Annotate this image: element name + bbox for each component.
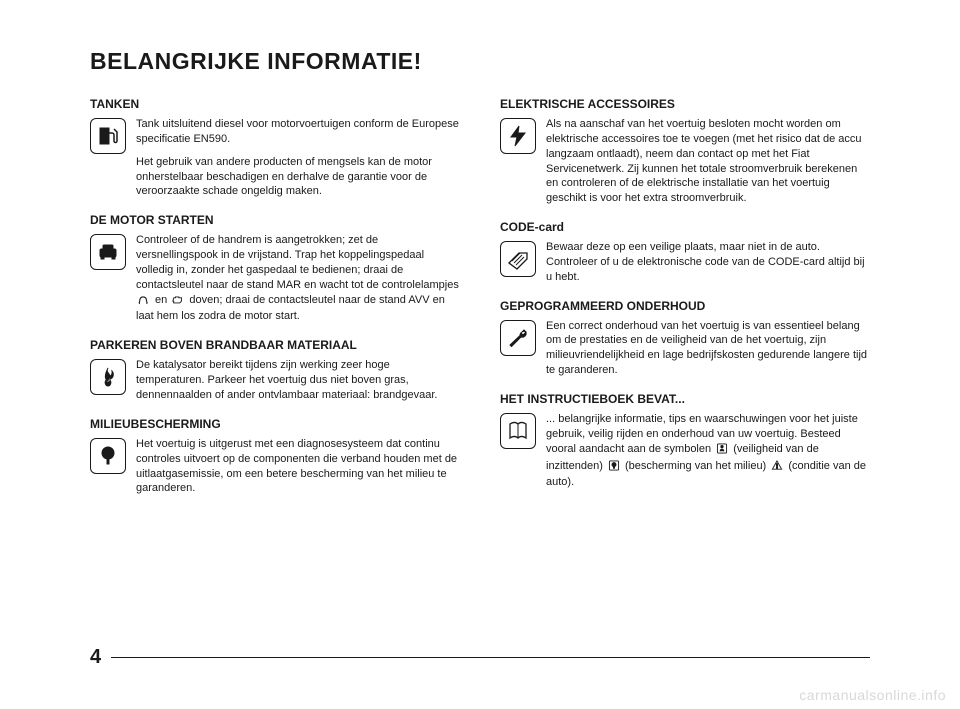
heading-parkeren: PARKEREN BOVEN BRANDBAAR MATERIAAL bbox=[90, 338, 460, 352]
para: Tank uitsluitend diesel voor motorvoertu… bbox=[136, 117, 460, 147]
code-card-icon bbox=[500, 241, 536, 277]
text-code-card: Bewaar deze op een veilige plaats, maar … bbox=[546, 240, 870, 285]
section-parkeren: PARKEREN BOVEN BRANDBAAR MATERIAAL De ka… bbox=[90, 338, 460, 403]
section-milieu: MILIEUBESCHERMING Het voertuig is uitger… bbox=[90, 417, 460, 496]
glowplug-icon bbox=[138, 294, 150, 310]
text-elektrische: Als na aanschaf van het voertuig beslote… bbox=[546, 117, 870, 206]
item-code-card: Bewaar deze op een veilige plaats, maar … bbox=[500, 240, 870, 285]
heading-instructieboek: HET INSTRUCTIEBOEK BEVAT... bbox=[500, 392, 870, 406]
item-motor-starten: Controleer of de handrem is aangetrokken… bbox=[90, 233, 460, 324]
section-code-card: CODE-card Bewaar deze op een veilige pla… bbox=[500, 220, 870, 285]
wrench-icon bbox=[500, 320, 536, 356]
text-parkeren: De katalysator bereikt tijdens zijn werk… bbox=[136, 358, 460, 403]
section-tanken: TANKEN Tank uitsluitend diesel voor moto… bbox=[90, 97, 460, 199]
para: Het voertuig is uitgerust met een diagno… bbox=[136, 437, 460, 496]
right-column: ELEKTRISCHE ACCESSOIRES Als na aanschaf … bbox=[500, 97, 870, 510]
text-motor-starten: Controleer of de handrem is aangetrokken… bbox=[136, 233, 460, 324]
heading-motor-starten: DE MOTOR STARTEN bbox=[90, 213, 460, 227]
page-number: 4 bbox=[90, 646, 101, 669]
section-instructieboek: HET INSTRUCTIEBOEK BEVAT... ... belangri… bbox=[500, 392, 870, 490]
item-milieu: Het voertuig is uitgerust met een diagno… bbox=[90, 437, 460, 496]
text-milieu: Het voertuig is uitgerust met een diagno… bbox=[136, 437, 460, 496]
para: Bewaar deze op een veilige plaats, maar … bbox=[546, 240, 870, 285]
environment-symbol-icon bbox=[608, 460, 620, 476]
section-onderhoud: GEPROGRAMMEERD ONDERHOUD Een correct ond… bbox=[500, 299, 870, 378]
para: Controleer of de handrem is aangetrokken… bbox=[136, 233, 460, 324]
content-columns: TANKEN Tank uitsluitend diesel voor moto… bbox=[90, 97, 870, 510]
fuel-pump-icon bbox=[90, 118, 126, 154]
item-tanken: Tank uitsluitend diesel voor motorvoertu… bbox=[90, 117, 460, 199]
text-part: en bbox=[152, 294, 170, 306]
para: Een correct onderhoud van het voertuig i… bbox=[546, 319, 870, 378]
item-parkeren: De katalysator bereikt tijdens zijn werk… bbox=[90, 358, 460, 403]
text-instructieboek: ... belangrijke informatie, tips en waar… bbox=[546, 412, 870, 490]
car-symbol-icon bbox=[771, 460, 783, 476]
book-icon bbox=[500, 413, 536, 449]
safety-symbol-icon bbox=[716, 443, 728, 459]
car-rear-icon bbox=[90, 234, 126, 270]
flame-icon bbox=[90, 359, 126, 395]
item-instructieboek: ... belangrijke informatie, tips en waar… bbox=[500, 412, 870, 490]
engine-icon bbox=[172, 294, 184, 310]
watermark-text: carmanualsonline.info bbox=[799, 687, 946, 703]
section-motor-starten: DE MOTOR STARTEN Controleer of de handre… bbox=[90, 213, 460, 324]
left-column: TANKEN Tank uitsluitend diesel voor moto… bbox=[90, 97, 460, 510]
heading-milieu: MILIEUBESCHERMING bbox=[90, 417, 460, 431]
item-onderhoud: Een correct onderhoud van het voertuig i… bbox=[500, 319, 870, 378]
section-elektrische: ELEKTRISCHE ACCESSOIRES Als na aanschaf … bbox=[500, 97, 870, 206]
lightning-icon bbox=[500, 118, 536, 154]
heading-onderhoud: GEPROGRAMMEERD ONDERHOUD bbox=[500, 299, 870, 313]
tree-icon bbox=[90, 438, 126, 474]
document-page: BELANGRIJKE INFORMATIE! TANKEN Tank uits… bbox=[0, 0, 960, 709]
heading-tanken: TANKEN bbox=[90, 97, 460, 111]
text-tanken: Tank uitsluitend diesel voor motorvoertu… bbox=[136, 117, 460, 199]
text-part: Controleer of de handrem is aangetrokken… bbox=[136, 234, 459, 291]
item-elektrische: Als na aanschaf van het voertuig beslote… bbox=[500, 117, 870, 206]
footer-rule bbox=[111, 657, 870, 658]
page-footer: 4 bbox=[90, 646, 870, 669]
para: ... belangrijke informatie, tips en waar… bbox=[546, 412, 870, 490]
text-onderhoud: Een correct onderhoud van het voertuig i… bbox=[546, 319, 870, 378]
para: Het gebruik van andere producten of meng… bbox=[136, 155, 460, 200]
heading-code-card: CODE-card bbox=[500, 220, 870, 234]
heading-elektrische: ELEKTRISCHE ACCESSOIRES bbox=[500, 97, 870, 111]
para: De katalysator bereikt tijdens zijn werk… bbox=[136, 358, 460, 403]
page-title: BELANGRIJKE INFORMATIE! bbox=[90, 48, 870, 75]
para: Als na aanschaf van het voertuig beslote… bbox=[546, 117, 870, 206]
text-part: (bescherming van het milieu) bbox=[622, 460, 769, 472]
